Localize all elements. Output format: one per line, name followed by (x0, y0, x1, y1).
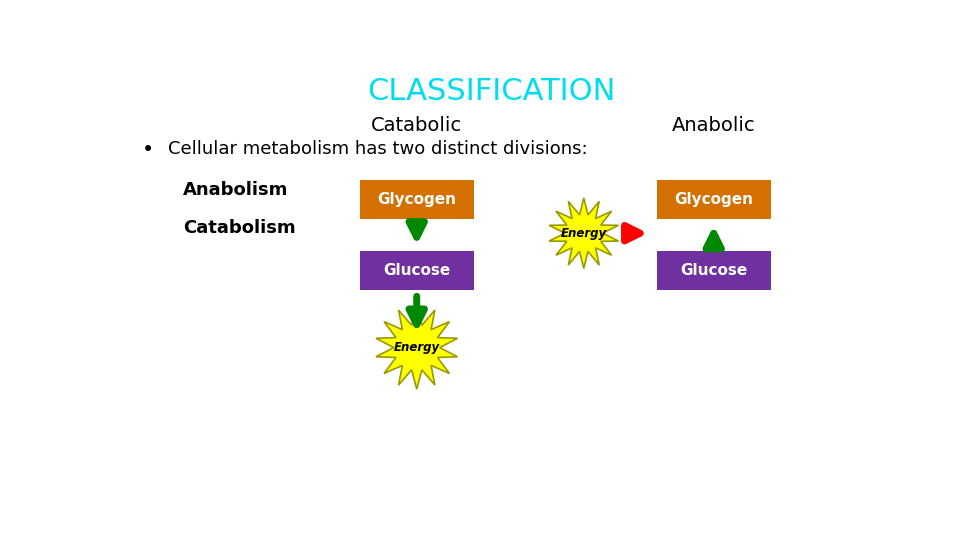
Text: CLASSIFICATION: CLASSIFICATION (367, 77, 615, 106)
Text: Catabolism: Catabolism (183, 219, 295, 237)
Text: Energy: Energy (394, 341, 440, 354)
Text: •: • (142, 140, 154, 160)
FancyBboxPatch shape (656, 180, 771, 219)
Text: Glycogen: Glycogen (674, 192, 753, 207)
Text: Anabolic: Anabolic (672, 117, 756, 136)
FancyArrowPatch shape (409, 221, 424, 237)
Text: Catabolic: Catabolic (371, 117, 463, 136)
Text: Glucose: Glucose (383, 263, 450, 278)
FancyArrowPatch shape (625, 225, 640, 241)
Text: Anabolism: Anabolism (183, 181, 288, 199)
Text: Cellular metabolism has two distinct divisions:: Cellular metabolism has two distinct div… (168, 140, 587, 158)
FancyArrowPatch shape (706, 233, 721, 249)
Text: Glycogen: Glycogen (377, 192, 456, 207)
FancyBboxPatch shape (656, 251, 771, 290)
FancyBboxPatch shape (359, 180, 474, 219)
Text: Energy: Energy (560, 227, 606, 240)
Text: Glucose: Glucose (680, 263, 747, 278)
FancyBboxPatch shape (359, 251, 474, 290)
Polygon shape (549, 198, 619, 268)
Polygon shape (376, 306, 458, 389)
FancyArrowPatch shape (409, 296, 424, 325)
